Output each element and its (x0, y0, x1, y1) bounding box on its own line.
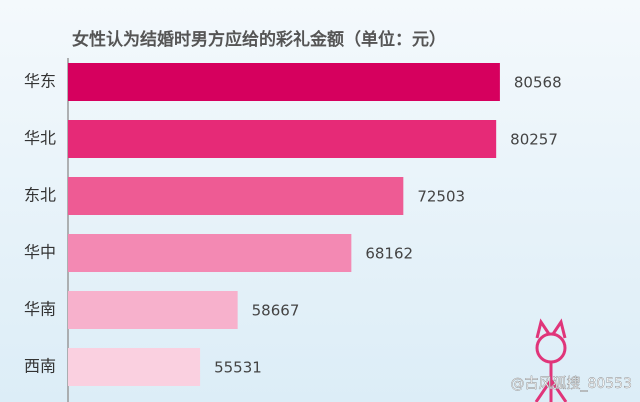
bar (68, 120, 497, 158)
bar (68, 291, 238, 329)
y-tick-label: 华中 (24, 243, 56, 262)
mascot (534, 318, 568, 402)
y-tick-label: 华北 (24, 129, 56, 148)
y-tick-label: 华南 (24, 300, 56, 319)
value-label: 72503 (417, 188, 465, 206)
watermark: @古风狐搜_80553 (510, 376, 632, 392)
chart-title: 女性认为结婚时男方应给的彩礼金额（单位：元） (72, 29, 446, 50)
y-tick-label: 华东 (24, 72, 56, 91)
y-tick-label: 西南 (24, 357, 56, 376)
bar (68, 234, 352, 272)
bar (68, 348, 201, 386)
value-label: 80568 (514, 74, 562, 92)
value-label: 80257 (510, 131, 558, 149)
value-label: 58667 (252, 302, 300, 320)
y-tick-label: 东北 (24, 186, 56, 205)
bar (68, 63, 500, 101)
value-label: 55531 (214, 359, 262, 377)
value-label: 68162 (365, 245, 413, 263)
bar (68, 177, 404, 215)
